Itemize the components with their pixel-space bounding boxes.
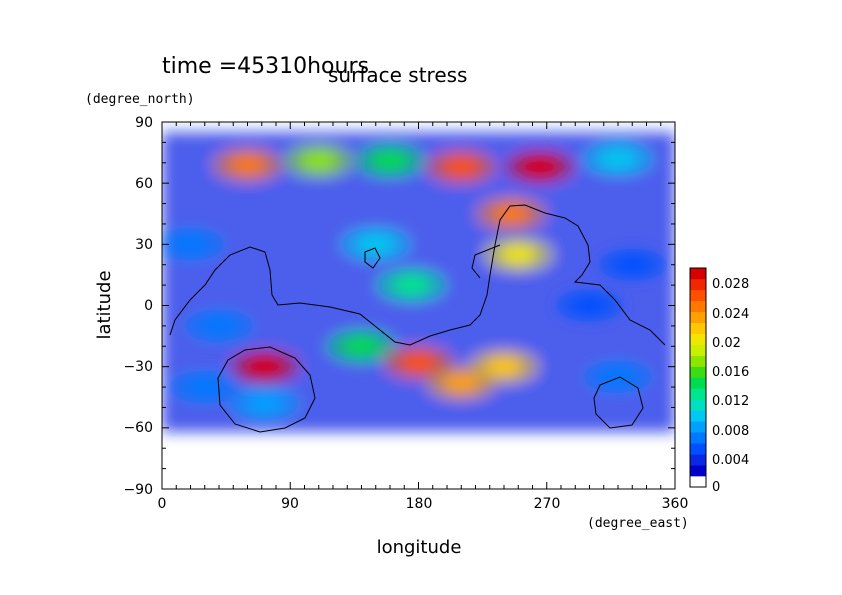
colorbar-swatch xyxy=(690,454,706,466)
continent-outline xyxy=(364,247,381,269)
y-tick-label: −30 xyxy=(123,359,153,375)
continent-outline xyxy=(169,204,666,346)
field-mark-core xyxy=(571,296,608,315)
colorbar xyxy=(690,268,706,488)
y-units-label: (degree_north) xyxy=(85,92,195,107)
colorbar-swatch xyxy=(690,443,706,455)
continent-outline xyxy=(217,346,316,433)
colorbar-tick-label: 0.008 xyxy=(712,424,749,439)
continent-outline xyxy=(593,376,644,429)
x-tick-labels: 0 90 180 270 360 xyxy=(158,496,689,512)
colorbar-swatch xyxy=(690,465,706,477)
colorbar-swatch xyxy=(690,311,706,324)
colorbar-swatch xyxy=(690,278,706,291)
colorbar-swatch xyxy=(690,432,706,444)
colorbar-swatch xyxy=(690,289,706,302)
field-mark-core xyxy=(300,151,337,170)
colorbar-swatch xyxy=(690,333,706,345)
x-tick-label: 90 xyxy=(281,496,299,512)
field-mark-core xyxy=(614,255,651,274)
y-tick-label: −90 xyxy=(123,482,153,498)
time-label: time =45310hours xyxy=(162,54,369,79)
colorbar-tick-label: 0.028 xyxy=(712,277,749,292)
y-tick-label: 90 xyxy=(135,115,153,131)
y-tick-label: −60 xyxy=(123,420,153,436)
colorbar-swatch xyxy=(690,322,706,334)
continent-outline xyxy=(471,244,501,279)
stress-field xyxy=(162,132,675,432)
x-units-label: (degree_east) xyxy=(587,516,689,531)
colorbar-tick-label: 0.02 xyxy=(712,336,741,351)
y-tick-labels: 90 60 30 0 −30 −60 −90 xyxy=(123,115,153,498)
x-ticks xyxy=(161,122,676,489)
field-mark-core xyxy=(246,357,283,376)
y-tick-label: 30 xyxy=(135,237,153,253)
colorbar-tick-label: 0.016 xyxy=(712,365,749,380)
colorbar-swatch xyxy=(690,476,706,488)
x-axis-label: longitude xyxy=(377,537,462,558)
colorbar-swatch xyxy=(690,388,706,400)
field-mark-core xyxy=(500,245,537,264)
colorbar-swatch xyxy=(690,399,706,411)
colorbar-swatch xyxy=(690,355,706,367)
field-mark-core xyxy=(443,157,480,176)
colorbar-swatch xyxy=(690,410,706,422)
field-mark-core xyxy=(443,373,480,392)
plot-area xyxy=(161,121,676,490)
colorbar-tick-labels: 0 0.004 0.008 0.012 0.016 0.02 0.024 0.0… xyxy=(712,277,749,495)
field-mark-core xyxy=(357,235,394,254)
colorbar-swatch xyxy=(690,344,706,356)
y-axis-label: latitude xyxy=(94,270,115,339)
field-mark-core xyxy=(600,149,636,168)
field-mark-core xyxy=(372,151,408,170)
chart-title: surface stress xyxy=(328,63,467,87)
x-tick-label: 270 xyxy=(534,496,561,512)
y-tick-label: 60 xyxy=(135,176,153,192)
colorbar-swatch xyxy=(690,421,706,433)
colorbar-frame xyxy=(689,267,707,488)
colorbar-swatch xyxy=(690,300,706,313)
colorbar-tick-label: 0.012 xyxy=(712,394,749,409)
y-tick-label: 0 xyxy=(144,298,153,314)
x-tick-label: 180 xyxy=(406,496,433,512)
colorbar-swatch xyxy=(690,366,706,378)
field-mark-core xyxy=(493,204,530,223)
x-tick-label: 0 xyxy=(158,496,167,512)
y-ticks xyxy=(162,121,675,490)
colorbar-tick-label: 0.024 xyxy=(712,307,749,322)
field-mark-core xyxy=(393,276,430,295)
field-mark-core xyxy=(186,378,223,397)
field-mark-core xyxy=(400,353,437,372)
field-mark-core xyxy=(229,155,266,174)
colorbar-swatch xyxy=(690,268,706,280)
colorbar-tick-label: 0 xyxy=(712,480,720,495)
colorbar-swatch xyxy=(690,377,706,389)
continent-outlines xyxy=(169,204,666,433)
field-mark-core xyxy=(521,157,558,176)
field-mark-core xyxy=(343,337,380,356)
field-mark-core xyxy=(246,394,283,413)
x-tick-label: 360 xyxy=(662,496,689,512)
field-mark-core xyxy=(201,316,237,335)
field-mark-core xyxy=(486,357,522,376)
colorbar-tick-label: 0.004 xyxy=(712,453,749,468)
field-mark-core xyxy=(172,235,209,254)
